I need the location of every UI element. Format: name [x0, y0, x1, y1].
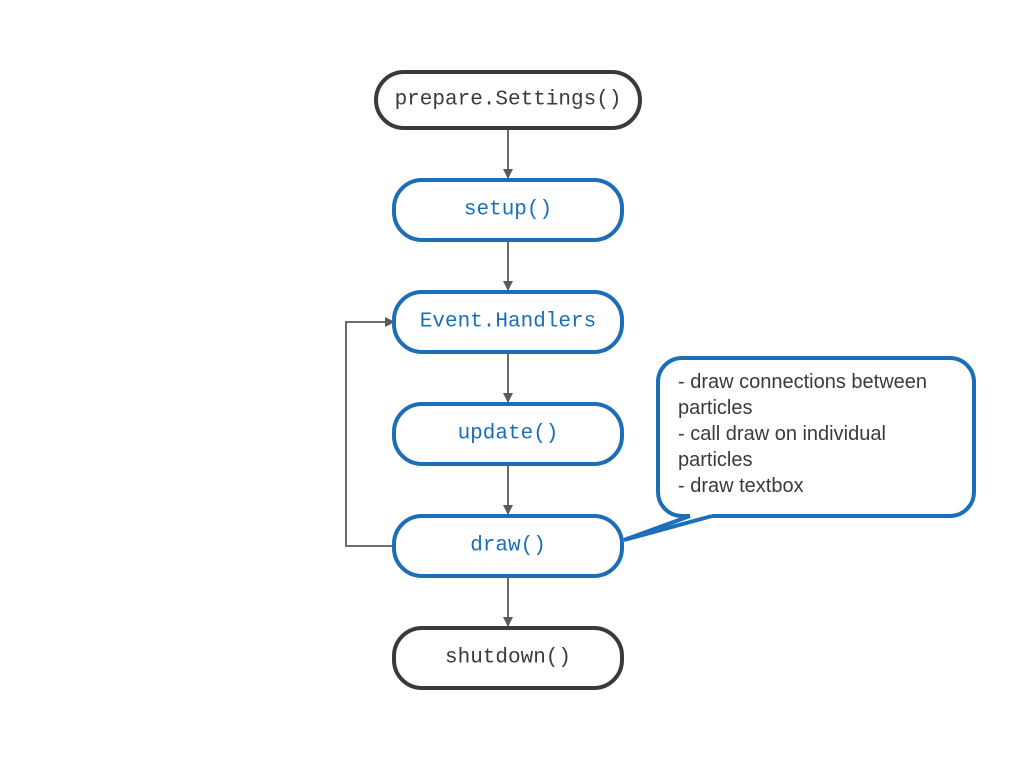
node-label-prepare: prepare.Settings() [395, 89, 622, 112]
node-shutdown: shutdown() [394, 628, 622, 688]
node-draw: draw() [394, 516, 622, 576]
edge-loop-draw-events [346, 322, 394, 546]
callout-line-3: particles [678, 449, 752, 471]
node-update: update() [394, 404, 622, 464]
node-prepare: prepare.Settings() [376, 72, 640, 128]
node-setup: setup() [394, 180, 622, 240]
node-label-draw: draw() [470, 535, 546, 558]
node-label-setup: setup() [464, 199, 552, 222]
callout-line-0: - draw connections between [678, 371, 927, 393]
node-label-events: Event.Handlers [420, 311, 596, 334]
callout-draw: - draw connections between particles - ca… [624, 358, 974, 540]
flowchart-diagram: prepare.Settings() setup() Event.Handlers u… [0, 0, 1024, 768]
callout-line-1: particles [678, 397, 752, 419]
node-label-update: update() [458, 423, 559, 446]
callout-line-2: - call draw on individual [678, 423, 886, 445]
node-label-shutdown: shutdown() [445, 647, 571, 670]
callout-line-4: - draw textbox [678, 475, 804, 497]
node-events: Event.Handlers [394, 292, 622, 352]
